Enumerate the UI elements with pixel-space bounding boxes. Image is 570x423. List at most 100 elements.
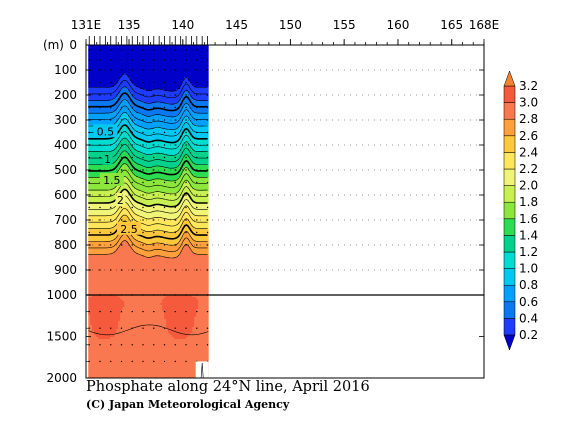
field-cell xyxy=(94,325,97,328)
field-cell xyxy=(136,73,139,76)
field-cell xyxy=(106,345,109,348)
field-cell xyxy=(106,311,109,314)
field-cell xyxy=(102,187,105,190)
field-cell xyxy=(100,219,103,222)
field-cell xyxy=(100,205,103,208)
field-cell xyxy=(124,149,127,152)
field-cell xyxy=(136,279,139,282)
field-cell xyxy=(132,291,135,294)
field-cell xyxy=(110,99,113,102)
field-cell xyxy=(122,217,125,220)
field-cell xyxy=(130,219,133,222)
field-cell xyxy=(116,261,119,264)
field-cell xyxy=(94,55,97,58)
field-cell xyxy=(132,309,135,312)
field-cell xyxy=(108,87,111,90)
field-cell xyxy=(120,213,123,216)
field-cell xyxy=(128,207,131,210)
field-cell xyxy=(98,123,101,126)
field-cell xyxy=(106,301,109,304)
field-cell xyxy=(134,349,137,352)
field-cell xyxy=(122,159,125,162)
field-cell xyxy=(116,273,119,276)
field-cell xyxy=(130,323,133,326)
field-cell xyxy=(98,363,101,366)
field-cell xyxy=(114,325,117,328)
field-cell xyxy=(92,323,95,326)
field-cell xyxy=(126,349,129,352)
field-cell xyxy=(108,207,111,210)
field-cell xyxy=(88,347,91,350)
field-cell xyxy=(124,279,127,282)
field-cell xyxy=(104,57,107,60)
field-cell xyxy=(102,343,105,346)
field-cell xyxy=(108,117,111,120)
field-cell xyxy=(90,277,93,280)
field-cell xyxy=(118,293,121,296)
field-cell xyxy=(104,289,107,292)
field-cell xyxy=(88,185,91,188)
field-cell xyxy=(110,77,113,80)
field-cell xyxy=(136,247,139,250)
field-cell xyxy=(132,59,135,62)
field-cell xyxy=(130,345,133,348)
field-cell xyxy=(106,71,109,74)
field-cell xyxy=(100,281,103,284)
field-cell xyxy=(100,223,103,226)
field-cell xyxy=(100,259,103,262)
field-cell xyxy=(94,57,97,60)
field-cell xyxy=(108,339,111,342)
field-cell xyxy=(130,265,133,268)
field-cell xyxy=(92,67,95,70)
field-cell xyxy=(110,83,113,86)
field-cell xyxy=(110,101,113,104)
field-cell xyxy=(108,225,111,228)
field-cell xyxy=(118,209,121,212)
field-cell xyxy=(92,319,95,322)
field-cell xyxy=(92,243,95,246)
field-cell xyxy=(116,347,119,350)
field-cell xyxy=(136,175,139,178)
field-cell xyxy=(112,73,115,76)
field-cell xyxy=(116,237,119,240)
field-cell xyxy=(124,291,127,294)
field-cell xyxy=(110,323,113,326)
field-cell xyxy=(108,341,111,344)
field-cell xyxy=(116,215,119,218)
field-cell xyxy=(122,267,125,270)
field-cell xyxy=(100,217,103,220)
field-cell xyxy=(98,213,101,216)
field-cell xyxy=(106,279,109,282)
field-cell xyxy=(122,239,125,242)
field-cell xyxy=(124,209,127,212)
field-cell xyxy=(128,345,131,348)
field-cell xyxy=(128,243,131,246)
field-cell xyxy=(106,373,109,376)
field-cell xyxy=(122,75,125,78)
field-cell xyxy=(130,89,133,92)
field-cell xyxy=(92,97,95,100)
field-cell xyxy=(128,59,131,62)
field-cell xyxy=(96,79,99,82)
field-cell xyxy=(122,143,125,146)
field-cell xyxy=(102,317,105,320)
field-cell xyxy=(120,287,123,290)
field-cell xyxy=(126,89,129,92)
field-cell xyxy=(130,307,133,310)
field-cell xyxy=(126,251,129,254)
field-cell xyxy=(90,165,93,168)
field-cell xyxy=(102,191,105,194)
field-cell xyxy=(118,101,121,104)
field-cell xyxy=(92,369,95,372)
field-cell xyxy=(90,153,93,156)
field-cell xyxy=(134,189,137,192)
field-cell xyxy=(120,363,123,366)
field-cell xyxy=(90,309,93,312)
field-cell xyxy=(130,317,133,320)
field-cell xyxy=(134,275,137,278)
field-cell xyxy=(128,213,131,216)
field-cell xyxy=(104,205,107,208)
field-cell xyxy=(132,91,135,94)
field-cell xyxy=(136,367,139,370)
field-cell xyxy=(88,345,91,348)
